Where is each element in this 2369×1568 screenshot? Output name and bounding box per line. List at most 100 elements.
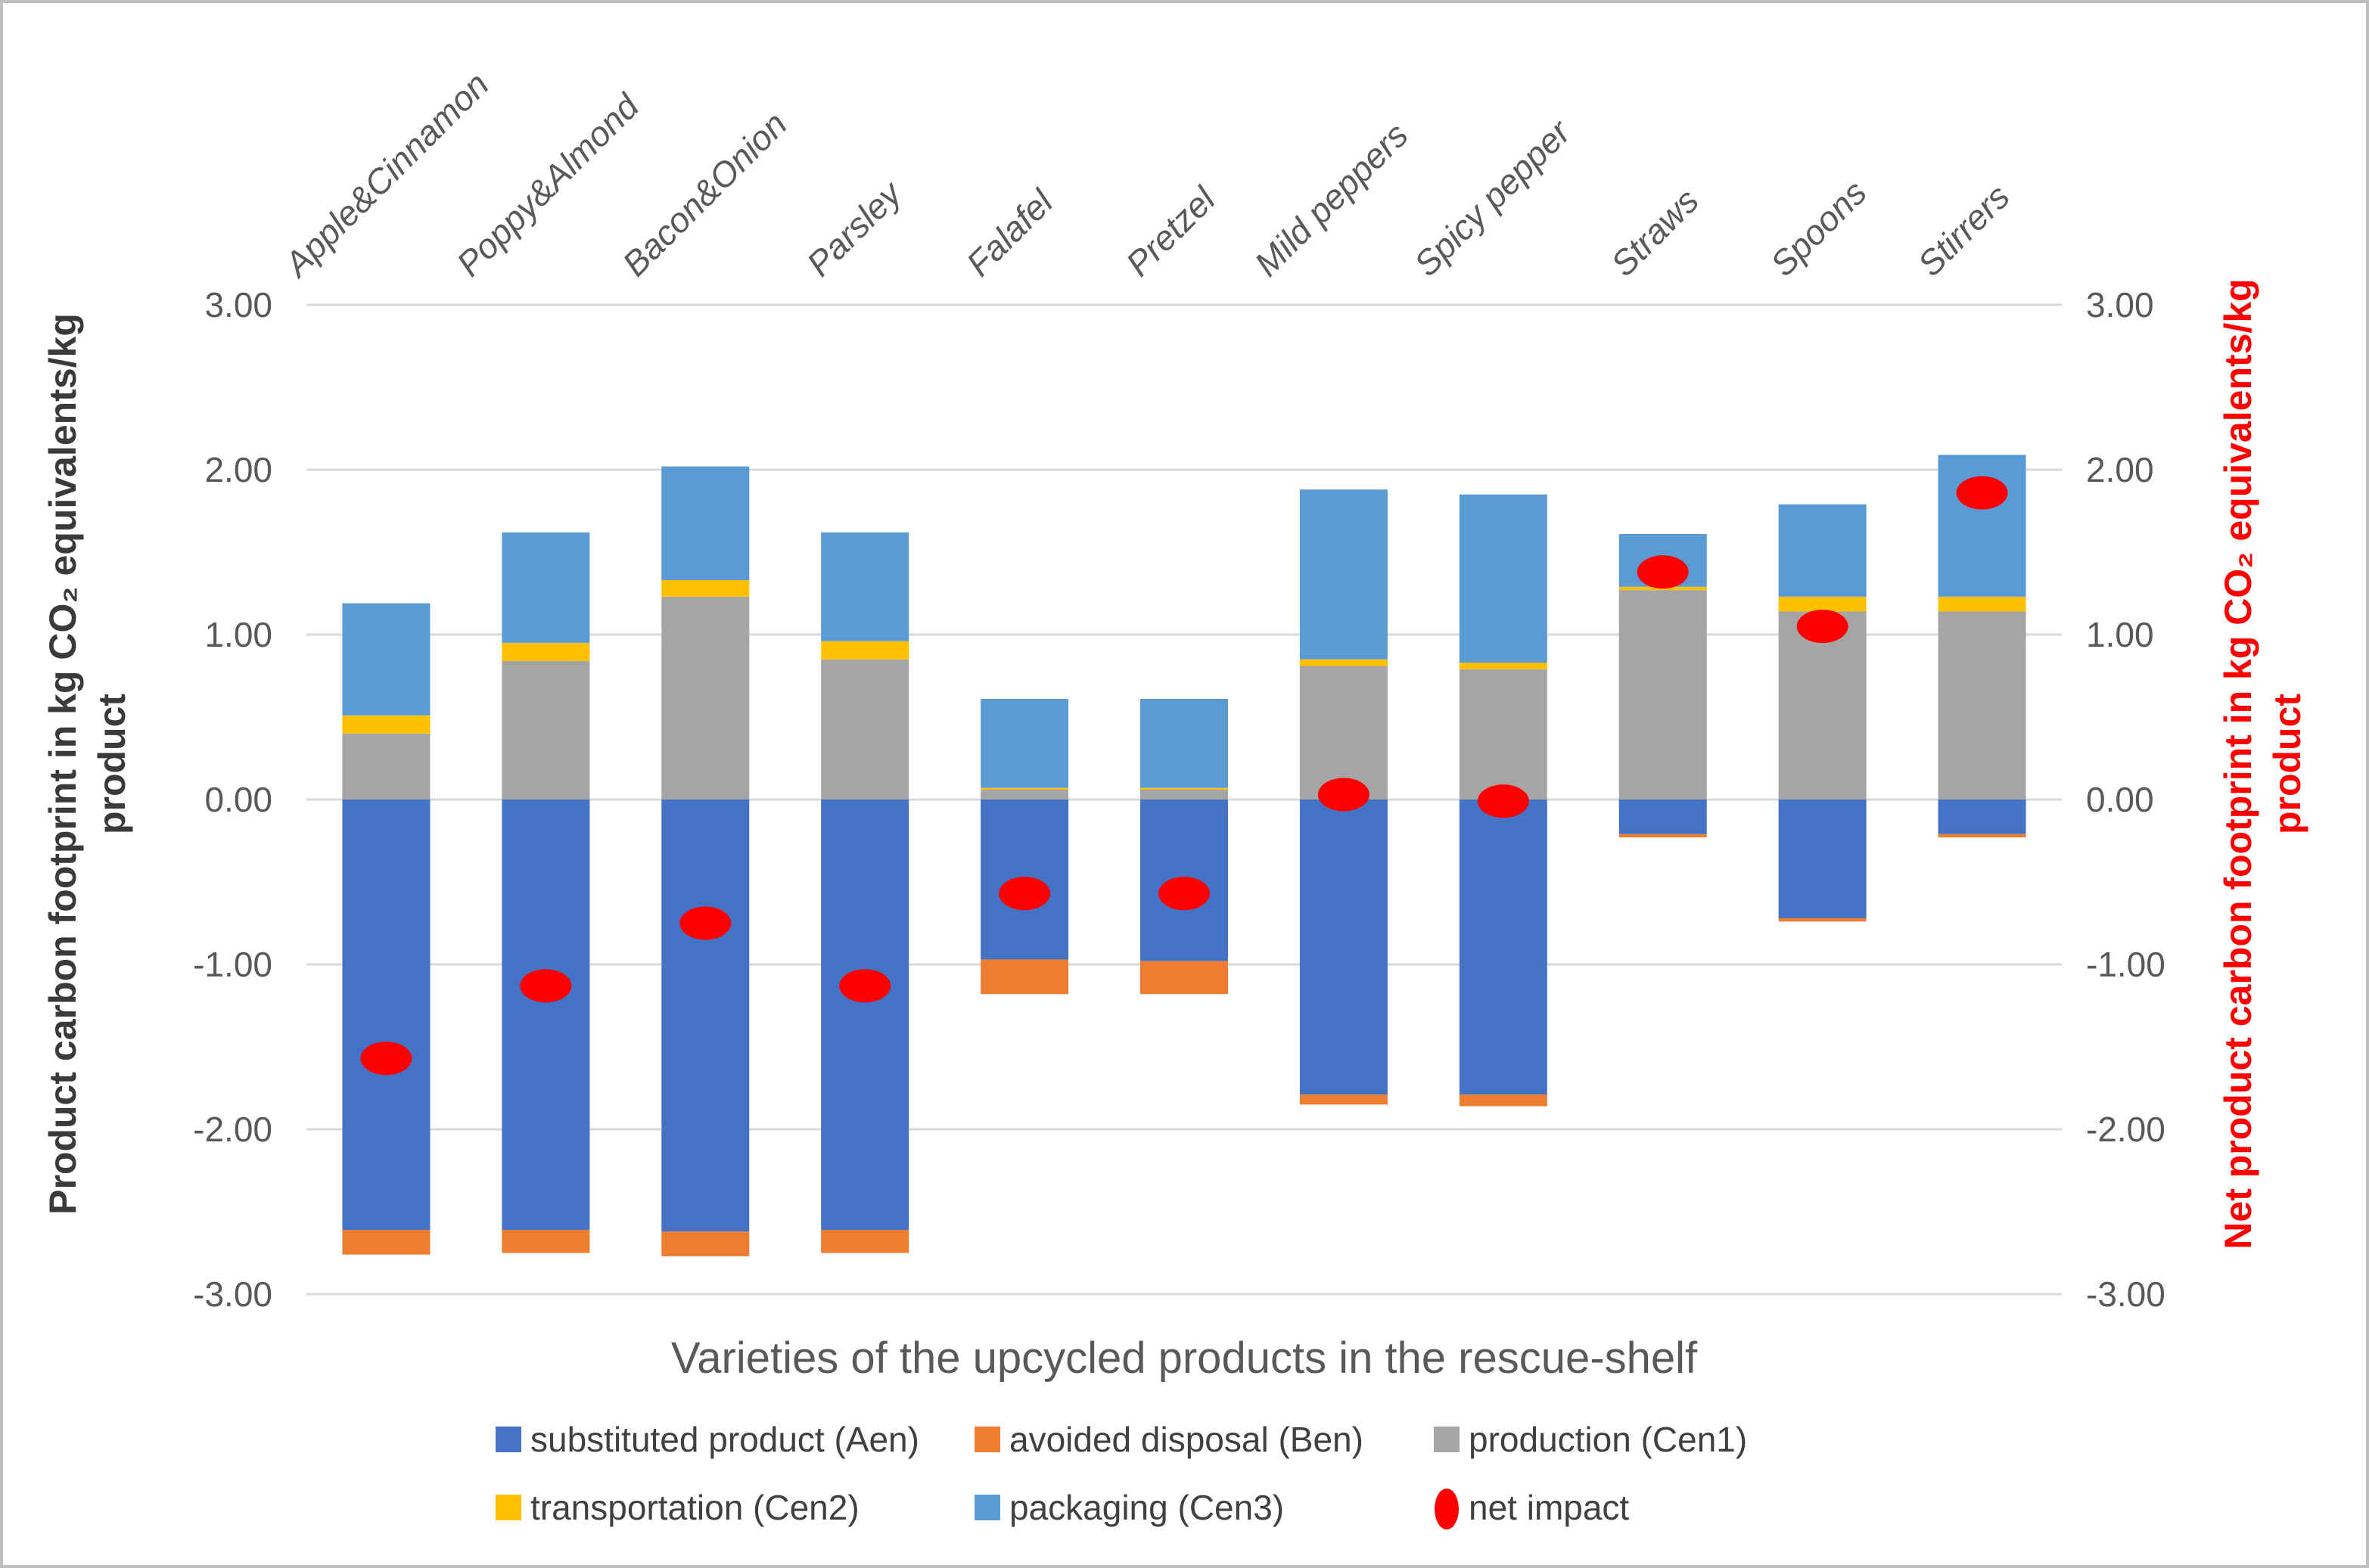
y-tick-label-right: -3.00 xyxy=(2086,1275,2165,1314)
y-tick-label-left: -2.00 xyxy=(193,1110,272,1149)
legend-label-packaging: packaging (Cen3) xyxy=(1009,1488,1284,1527)
legend-label-transportation: transportation (Cen2) xyxy=(530,1488,860,1527)
legend-item-production: production (Cen1) xyxy=(1434,1420,1747,1459)
bar-segment xyxy=(1778,800,1867,918)
bar-segment xyxy=(342,603,431,716)
y-tick-label-left: 1.00 xyxy=(204,615,272,654)
y-tick-label-right: -2.00 xyxy=(2086,1110,2165,1149)
bar-segment xyxy=(981,787,1069,790)
net-impact-marker xyxy=(999,877,1051,911)
bar-segment xyxy=(1140,789,1228,800)
bar-segment xyxy=(342,715,431,734)
bar-segment xyxy=(1140,787,1228,790)
bar-segment xyxy=(661,800,750,1232)
legend-swatch-packaging xyxy=(975,1495,1000,1520)
bar-segment xyxy=(342,1229,431,1255)
net-impact-marker xyxy=(520,969,572,1003)
net-impact-marker xyxy=(1637,555,1689,589)
bar-segment xyxy=(502,532,590,643)
bar-segment xyxy=(1778,918,1867,922)
y-axis-title-right-line2: product xyxy=(2266,694,2308,834)
net-impact-marker xyxy=(679,906,732,940)
y-tick-label-right: 0.00 xyxy=(2086,780,2154,819)
bar-segment xyxy=(821,532,909,641)
bar-segment xyxy=(1938,800,2026,834)
bar-segment xyxy=(1938,455,2026,597)
net-impact-marker xyxy=(1158,877,1210,911)
legend-swatch-substituted-product xyxy=(496,1427,521,1452)
bar-segment xyxy=(1618,590,1707,800)
bar-segment xyxy=(1618,800,1707,834)
bar-segment xyxy=(1299,659,1388,666)
bar-segment xyxy=(502,660,590,800)
bar-segment xyxy=(1299,1094,1388,1105)
bar-segment xyxy=(661,1231,750,1256)
bar-segment xyxy=(981,789,1069,800)
bar-segment xyxy=(502,1229,590,1253)
legend-item-avoided-disposal: avoided disposal (Ben) xyxy=(975,1420,1363,1459)
legend-label-production: production (Cen1) xyxy=(1469,1420,1747,1459)
y-tick-label-right: -1.00 xyxy=(2086,945,2165,984)
bar-segment xyxy=(1140,699,1228,788)
net-impact-marker xyxy=(1796,610,1848,644)
bar-segment xyxy=(1778,596,1867,612)
y-tick-label-right: 2.00 xyxy=(2086,450,2154,489)
bar-segment xyxy=(661,580,750,597)
y-tick-label-left: 2.00 xyxy=(204,450,272,489)
bar-segment xyxy=(981,959,1069,995)
legend-swatch-production xyxy=(1434,1427,1460,1452)
bar-segment xyxy=(1938,611,2026,800)
bar-segment xyxy=(502,800,590,1230)
bar-segment xyxy=(1459,494,1547,663)
legend-item-substituted-product: substituted product (Aen) xyxy=(496,1420,919,1459)
legend-item-net-impact: net impact xyxy=(1435,1488,1629,1529)
legend-marker-net-impact xyxy=(1435,1489,1459,1529)
bar-segment xyxy=(821,659,909,800)
legend-swatch-transportation xyxy=(496,1495,521,1520)
net-impact-marker xyxy=(360,1042,412,1076)
bar-segment xyxy=(502,642,590,661)
bar-segment xyxy=(342,800,431,1230)
bar-segment xyxy=(1938,596,2026,612)
legend-item-packaging: packaging (Cen3) xyxy=(975,1488,1284,1527)
bar-segment xyxy=(1938,834,2026,838)
net-impact-marker xyxy=(839,969,891,1003)
y-axis-title-left-line1: Product carbon footprint in kg CO₂ equiv… xyxy=(42,313,84,1215)
bar-segment xyxy=(1618,834,1707,838)
bar-segment xyxy=(1459,800,1547,1095)
bar-segment xyxy=(1299,489,1388,660)
bar-segment xyxy=(661,466,750,581)
y-tick-label-left: -1.00 xyxy=(193,945,272,984)
bar-segment xyxy=(1778,504,1867,597)
y-tick-label-left: 3.00 xyxy=(204,285,272,324)
x-axis-title: Varieties of the upcycled products in th… xyxy=(671,1334,1698,1383)
bar-segment xyxy=(981,699,1069,788)
y-tick-label-right: 3.00 xyxy=(2086,285,2154,324)
bar-segment xyxy=(1459,669,1547,800)
y-axis-title-left-line2: product xyxy=(91,694,133,834)
bar-segment xyxy=(821,1229,909,1253)
legend-label-avoided-disposal: avoided disposal (Ben) xyxy=(1009,1420,1363,1459)
y-axis-title-right-line1: Net product carbon footprint in kg CO₂ e… xyxy=(2217,278,2259,1249)
bar-segment xyxy=(821,641,909,660)
y-tick-label-left: -3.00 xyxy=(193,1275,272,1314)
legend-label-substituted-product: substituted product (Aen) xyxy=(530,1420,919,1459)
legend-item-transportation: transportation (Cen2) xyxy=(496,1488,860,1527)
bar-segment xyxy=(1299,666,1388,800)
bar-segment xyxy=(342,733,431,800)
bar-segment xyxy=(821,800,909,1230)
net-impact-marker xyxy=(1317,778,1369,812)
y-tick-label-left: 0.00 xyxy=(204,780,272,819)
y-tick-label-right: 1.00 xyxy=(2086,615,2154,654)
legend: substituted product (Aen) avoided dispos… xyxy=(496,1420,1747,1529)
net-impact-marker xyxy=(1956,476,2008,510)
bar-segment xyxy=(661,596,750,800)
legend-label-net-impact: net impact xyxy=(1469,1488,1629,1527)
bar-segment xyxy=(1140,961,1228,995)
bar-segment xyxy=(1459,1094,1547,1107)
net-impact-marker xyxy=(1477,784,1529,818)
bar-segment xyxy=(1459,663,1547,669)
legend-swatch-avoided-disposal xyxy=(975,1427,1000,1452)
